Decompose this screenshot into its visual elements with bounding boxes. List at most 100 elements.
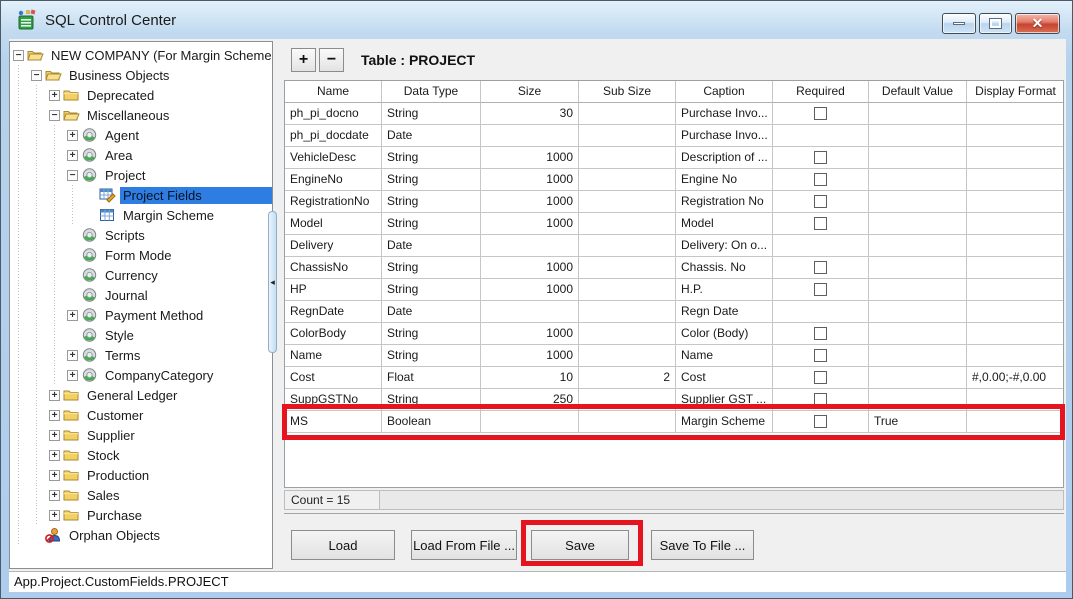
sub-size-cell[interactable] — [579, 411, 676, 433]
tree-item-orphan-objects[interactable]: Orphan Objects — [10, 525, 272, 545]
tree-item-label[interactable]: Form Mode — [105, 247, 172, 263]
size-cell[interactable] — [481, 235, 579, 257]
required-checkbox[interactable] — [814, 261, 827, 274]
sub-size-cell[interactable] — [579, 301, 676, 323]
size-cell[interactable]: 250 — [481, 389, 579, 411]
tree-item-customer[interactable]: + Customer — [10, 405, 272, 425]
data-type-cell[interactable]: Date — [382, 125, 481, 147]
expand-plus-icon[interactable]: + — [49, 89, 60, 101]
data-type-cell[interactable]: String — [382, 169, 481, 191]
required-cell[interactable] — [773, 147, 869, 169]
tree-item-label[interactable]: Sales — [87, 487, 120, 503]
default-value-cell[interactable] — [869, 279, 967, 301]
tree-item-label[interactable]: Area — [105, 147, 133, 163]
tree-item-supplier[interactable]: + Supplier — [10, 425, 272, 445]
caption-cell[interactable]: Description of ... — [676, 147, 773, 169]
expand-plus-icon[interactable]: + — [49, 389, 60, 401]
name-cell[interactable]: ph_pi_docno — [285, 103, 382, 125]
required-cell[interactable] — [773, 323, 869, 345]
name-cell[interactable]: Delivery — [285, 235, 382, 257]
expand-plus-icon[interactable]: + — [49, 469, 60, 481]
default-value-cell[interactable] — [869, 367, 967, 389]
tree-item-business-objects[interactable]: − Business Objects — [10, 65, 272, 85]
required-checkbox[interactable] — [814, 415, 827, 428]
required-checkbox[interactable] — [814, 349, 827, 362]
name-cell[interactable]: EngineNo — [285, 169, 382, 191]
name-cell[interactable]: VehicleDesc — [285, 147, 382, 169]
tree-item-label[interactable]: Payment Method — [105, 307, 204, 323]
load-from-file-button[interactable]: Load From File ... — [411, 530, 517, 560]
sub-size-cell[interactable] — [579, 191, 676, 213]
required-checkbox[interactable] — [814, 327, 827, 340]
name-cell[interactable]: SuppGSTNo — [285, 389, 382, 411]
required-cell[interactable] — [773, 411, 869, 433]
required-checkbox[interactable] — [814, 217, 827, 230]
caption-cell[interactable]: Name — [676, 345, 773, 367]
required-cell[interactable] — [773, 169, 869, 191]
sub-size-cell[interactable] — [579, 345, 676, 367]
required-cell[interactable] — [773, 125, 869, 147]
display-format-cell[interactable] — [967, 389, 1063, 411]
tree-item-label[interactable]: General Ledger — [87, 387, 178, 403]
caption-cell[interactable]: Delivery: On o... — [676, 235, 773, 257]
tree-item-stock[interactable]: + Stock — [10, 445, 272, 465]
tree-item-style[interactable]: Style — [10, 325, 272, 345]
data-type-cell[interactable]: String — [382, 389, 481, 411]
sub-size-cell[interactable] — [579, 169, 676, 191]
required-checkbox[interactable] — [814, 107, 827, 120]
sub-size-cell[interactable] — [579, 279, 676, 301]
default-value-cell[interactable] — [869, 169, 967, 191]
required-checkbox[interactable] — [814, 195, 827, 208]
tree-item-label[interactable]: Supplier — [87, 427, 135, 443]
display-format-cell[interactable] — [967, 323, 1063, 345]
tree-item-form-mode[interactable]: Form Mode — [10, 245, 272, 265]
default-value-cell[interactable] — [869, 191, 967, 213]
caption-cell[interactable]: Model — [676, 213, 773, 235]
save-to-file-button[interactable]: Save To File ... — [651, 530, 754, 560]
sub-size-cell[interactable] — [579, 323, 676, 345]
default-value-cell[interactable] — [869, 235, 967, 257]
tree-item-scripts[interactable]: Scripts — [10, 225, 272, 245]
caption-cell[interactable]: Color (Body) — [676, 323, 773, 345]
required-cell[interactable] — [773, 367, 869, 389]
display-format-cell[interactable] — [967, 125, 1063, 147]
size-cell[interactable]: 1000 — [481, 323, 579, 345]
tree-item-label[interactable]: Scripts — [105, 227, 145, 243]
sub-size-cell[interactable] — [579, 125, 676, 147]
required-cell[interactable] — [773, 257, 869, 279]
required-checkbox[interactable] — [814, 173, 827, 186]
sub-size-cell[interactable] — [579, 257, 676, 279]
required-cell[interactable] — [773, 345, 869, 367]
name-cell[interactable]: Cost — [285, 367, 382, 389]
size-cell[interactable]: 1000 — [481, 147, 579, 169]
tree-item-label[interactable]: Project Fields — [120, 186, 272, 204]
required-cell[interactable] — [773, 301, 869, 323]
required-checkbox[interactable] — [814, 393, 827, 406]
display-format-cell[interactable] — [967, 213, 1063, 235]
name-cell[interactable]: ph_pi_docdate — [285, 125, 382, 147]
size-cell[interactable]: 1000 — [481, 257, 579, 279]
expand-plus-icon[interactable]: + — [67, 309, 78, 321]
required-cell[interactable] — [773, 389, 869, 411]
caption-cell[interactable]: Regn Date — [676, 301, 773, 323]
tree-item-label[interactable]: Style — [105, 327, 134, 343]
collapse-minus-icon[interactable]: − — [49, 109, 60, 121]
default-value-cell[interactable] — [869, 103, 967, 125]
sub-size-cell[interactable] — [579, 103, 676, 125]
size-cell[interactable] — [481, 411, 579, 433]
default-value-cell[interactable]: True — [869, 411, 967, 433]
name-cell[interactable]: Name — [285, 345, 382, 367]
data-type-cell[interactable]: Boolean — [382, 411, 481, 433]
expand-plus-icon[interactable]: + — [67, 129, 78, 141]
sub-size-cell[interactable]: 2 — [579, 367, 676, 389]
size-cell[interactable]: 1000 — [481, 279, 579, 301]
minimize-button[interactable] — [942, 13, 976, 34]
name-cell[interactable]: Model — [285, 213, 382, 235]
data-type-cell[interactable]: String — [382, 279, 481, 301]
tree-item-label[interactable]: NEW COMPANY (For Margin Scheme — [51, 47, 272, 63]
tree-item-label[interactable]: Currency — [105, 267, 158, 283]
splitter-handle[interactable]: ◂ — [268, 211, 277, 353]
caption-cell[interactable]: Chassis. No — [676, 257, 773, 279]
caption-cell[interactable]: Supplier GST ... — [676, 389, 773, 411]
name-cell[interactable]: MS — [285, 411, 382, 433]
